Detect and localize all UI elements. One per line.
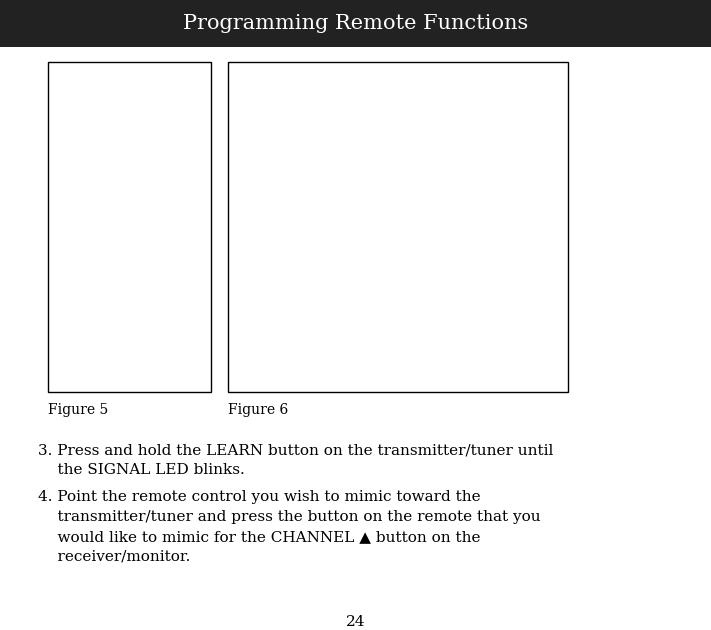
Bar <box>0 0 711 47</box>
Text: receiver/monitor.: receiver/monitor. <box>38 550 191 564</box>
Text: the SIGNAL LED blinks.: the SIGNAL LED blinks. <box>38 463 245 477</box>
Text: transmitter/tuner and press the button on the remote that you: transmitter/tuner and press the button o… <box>38 510 540 524</box>
Text: Figure 6: Figure 6 <box>228 403 288 417</box>
Bar <box>48 62 211 392</box>
Bar <box>228 62 568 392</box>
Text: Figure 5: Figure 5 <box>48 403 108 417</box>
Text: 3. Press and hold the LEARN button on the transmitter/tuner until: 3. Press and hold the LEARN button on th… <box>38 443 553 457</box>
Text: Programming Remote Functions: Programming Remote Functions <box>183 14 528 33</box>
Text: 4. Point the remote control you wish to mimic toward the: 4. Point the remote control you wish to … <box>38 490 481 504</box>
Text: 24: 24 <box>346 615 365 629</box>
Text: would like to mimic for the CHANNEL ▲ button on the: would like to mimic for the CHANNEL ▲ bu… <box>38 530 481 544</box>
